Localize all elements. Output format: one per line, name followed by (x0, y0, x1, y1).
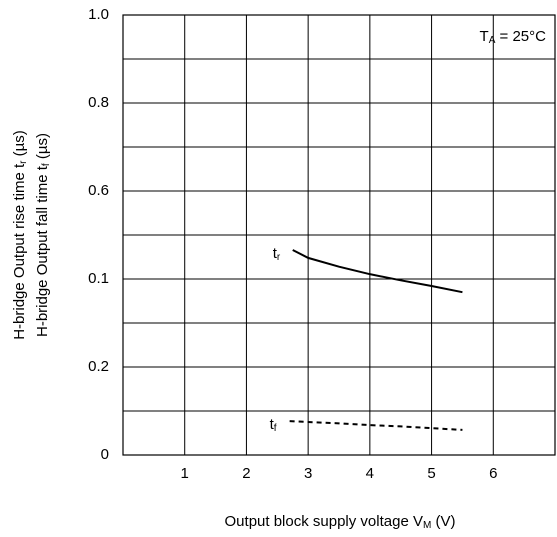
y-axis-label-part: H-bridge Output rise time t (11, 163, 28, 340)
y-axis-label-part: r (18, 160, 29, 164)
x-tick-label: 1 (181, 465, 189, 482)
y-tick-label: 0.2 (88, 358, 109, 375)
series-label-part: t (273, 245, 278, 262)
series-label: tf (270, 416, 277, 434)
x-tick-label: 6 (489, 465, 497, 482)
y-axis-label-part: (µs) (11, 130, 28, 160)
series-label-part: f (274, 423, 277, 434)
y-axis-label-part: H-bridge Output fall time t (34, 165, 51, 337)
x-axis-label-part: (V) (431, 513, 455, 530)
x-axis-label-part: M (423, 520, 431, 531)
series-line (292, 249, 463, 294)
y-tick-label: 1.0 (88, 6, 109, 23)
y-axis-label: H-bridge Output fall time tf (µs) (34, 133, 52, 337)
y-axis-label-part: (µs) (34, 133, 51, 163)
y-tick-label: 0.1 (88, 270, 109, 287)
x-tick-label: 5 (427, 465, 435, 482)
series-label-part: r (277, 252, 281, 263)
x-tick-label: 3 (304, 465, 312, 482)
y-tick-label: 0.8 (88, 94, 109, 111)
annotation-part: A (489, 35, 496, 46)
series-label: tr (273, 245, 281, 263)
annotation: TA = 25°C (480, 28, 547, 46)
series-line (289, 420, 463, 431)
x-axis-label-part: Output block supply voltage V (225, 513, 423, 530)
annotation-part: T (480, 28, 489, 45)
annotation-part: = 25°C (495, 28, 546, 45)
x-tick-label: 2 (242, 465, 250, 482)
y-axis-label-part: f (41, 163, 52, 166)
y-axis-label: H-bridge Output rise time tr (µs) (11, 130, 29, 340)
x-tick-label: 4 (366, 465, 374, 482)
y-tick-label: 0 (101, 446, 109, 463)
plot-frame (122, 14, 556, 456)
series-label-part: t (270, 416, 275, 433)
y-tick-label: 0.6 (88, 182, 109, 199)
x-axis-label: Output block supply voltage VM (V) (225, 513, 456, 531)
